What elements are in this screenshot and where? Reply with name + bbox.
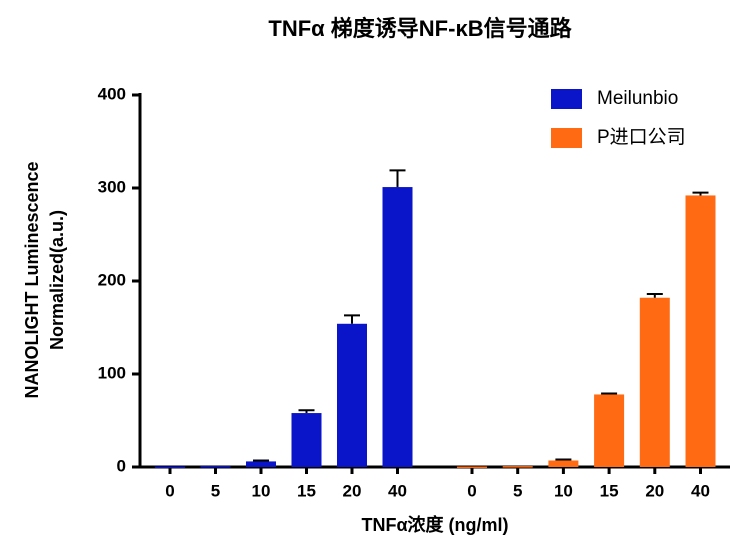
x-axis-label: TNFα浓度 (ng/ml) <box>361 514 508 535</box>
x-tick-label: 15 <box>600 481 619 500</box>
bar <box>548 460 579 467</box>
bar <box>200 466 231 468</box>
x-tick-label: 10 <box>554 481 573 500</box>
y-axis-label: NANOLIGHT Luminescence <box>22 161 42 398</box>
error-bar <box>344 314 360 324</box>
legend-label: P进口公司 <box>597 126 686 148</box>
error-bar <box>389 169 406 188</box>
x-tick-label: 40 <box>691 481 710 500</box>
bar <box>502 466 533 468</box>
x-tick-label: 0 <box>467 481 476 500</box>
y-tick-label: 400 <box>98 84 126 103</box>
legend-swatch <box>551 89 582 109</box>
x-tick-label: 20 <box>343 481 362 500</box>
error-bar <box>555 458 572 461</box>
bar <box>291 413 322 467</box>
bar <box>337 323 367 467</box>
x-tick-label: 20 <box>645 481 664 500</box>
y-axis-label: Normalized(a.u.) <box>47 210 67 350</box>
error-bar <box>601 392 618 395</box>
x-tick-label: 5 <box>211 481 220 500</box>
error-bar <box>646 293 663 298</box>
bar <box>594 394 625 467</box>
bar <box>457 466 487 469</box>
y-tick-label: 300 <box>98 177 126 196</box>
bar <box>155 466 185 469</box>
legend-swatch <box>551 128 582 148</box>
x-tick-label: 0 <box>165 481 174 500</box>
bar <box>685 195 716 467</box>
error-bar <box>298 409 315 414</box>
y-tick-label: 200 <box>98 270 126 289</box>
x-tick-label: 10 <box>252 481 271 500</box>
legend-label: Meilunbio <box>597 88 678 109</box>
y-tick-label: 100 <box>98 363 126 382</box>
x-tick-label: 5 <box>513 481 522 500</box>
chart-title: TNFα 梯度诱导NF-κB信号通路 <box>268 16 572 41</box>
error-bar <box>253 459 269 462</box>
error-bar <box>692 191 709 196</box>
bar <box>382 187 413 467</box>
x-tick-label: 15 <box>297 481 316 500</box>
bar <box>639 297 670 467</box>
x-tick-label: 40 <box>388 481 407 500</box>
bar <box>246 461 276 467</box>
y-tick-label: 0 <box>117 456 126 475</box>
